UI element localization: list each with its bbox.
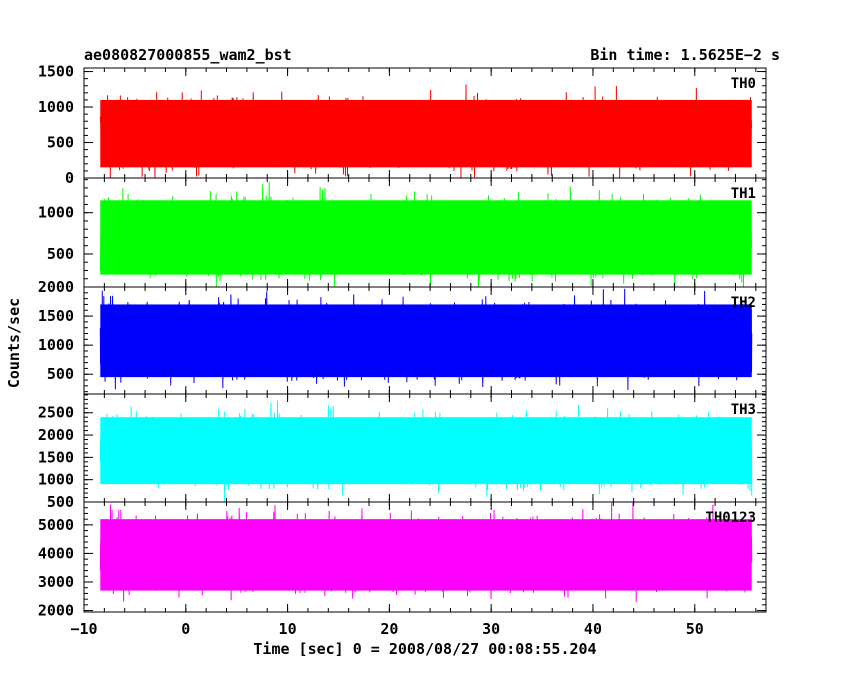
y-tick-label: 1500	[38, 63, 74, 81]
y-axis-title: Counts/sec	[5, 298, 23, 388]
y-tick-label: 1000	[38, 204, 74, 222]
y-tick-label: 2000	[38, 602, 74, 620]
series-line-th1	[99, 181, 753, 287]
bin-time-label: Bin time: 1.5625E−2 s	[590, 46, 780, 64]
panel-th3: 500 1000 1500 2000 2500 TH3	[38, 393, 767, 511]
y-tick-label: 4000	[38, 544, 74, 562]
x-tick-label: −10	[70, 620, 97, 638]
y-tick-label: 1500	[38, 307, 74, 325]
series-line-th0	[99, 84, 753, 178]
panels-group: 050010001500TH05001000TH1500100015002000…	[38, 63, 767, 638]
x-tick-label: 10	[279, 620, 297, 638]
y-tick-label: 500	[47, 493, 74, 511]
x-tick-label: 20	[380, 620, 398, 638]
panel-th0: 0 500 1000 1500 TH0	[38, 63, 767, 187]
panel-name-label: TH0123	[705, 510, 756, 526]
y-tick-label: 5000	[38, 516, 74, 534]
x-tick-label: 30	[482, 620, 500, 638]
x-axis-title: Time [sec] 0 = 2008/08/27 00:08:55.204	[253, 640, 596, 658]
panel-name-label: TH1	[731, 186, 756, 202]
y-tick-label: 0	[65, 169, 74, 187]
chart-title: ae080827000855_wam2_bst	[84, 46, 292, 64]
panel-frame	[83, 501, 767, 613]
series-line-th2	[99, 288, 753, 390]
y-tick-label: 1000	[38, 471, 74, 489]
y-tick-label: 500	[47, 245, 74, 263]
panel-th1: 500 1000 TH1	[38, 177, 767, 288]
series-line-th3	[99, 400, 753, 502]
y-tick-label: 500	[47, 365, 74, 383]
x-tick-label: 50	[686, 620, 704, 638]
y-tick-label: 2000	[38, 426, 74, 444]
y-tick-label: 1000	[38, 98, 74, 116]
y-tick-label: 500	[47, 134, 74, 152]
y-tick-label: 2000	[38, 278, 74, 296]
panel-th2: 500 1000 1500 2000 TH2	[38, 278, 767, 395]
y-tick-label: 1500	[38, 448, 74, 466]
panel-name-label: TH3	[731, 402, 756, 418]
y-tick-label: 2500	[38, 404, 74, 422]
x-tick-label: 0	[181, 620, 190, 638]
x-tick-label: 40	[584, 620, 602, 638]
panel-name-label: TH0	[731, 76, 756, 92]
y-tick-label: 1000	[38, 336, 74, 354]
y-tick-label: 3000	[38, 573, 74, 591]
series-line-th0123	[99, 502, 753, 603]
panel-th0123: 2000 3000 4000 5000 TH0123	[38, 501, 767, 620]
panel-name-label: TH2	[731, 295, 756, 311]
